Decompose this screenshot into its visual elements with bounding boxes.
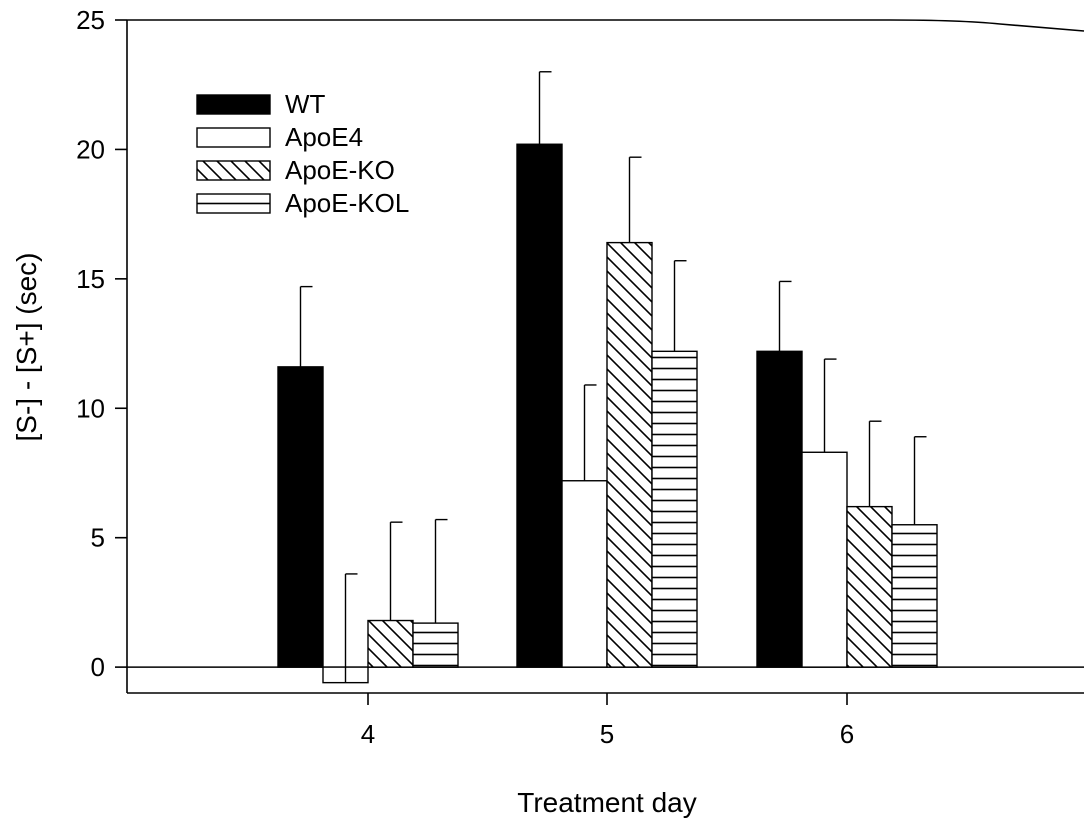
error-bars: [299, 71, 927, 683]
legend-swatch-wt: [196, 94, 271, 115]
y-axis-title: [S-] - [S+] (sec): [11, 252, 42, 441]
bar-apoe-ko-day-6: [846, 505, 893, 668]
legend-swatch-apoe-ko: [196, 160, 271, 181]
plot-frame: [126, 19, 1085, 694]
error-bar-apoe-ko-day-4: [389, 521, 403, 621]
error-bar-apoe-kol-day-5: [673, 260, 687, 352]
bar-apoe-kol-day-6: [891, 524, 938, 668]
legend-label-wt: WT: [285, 89, 326, 119]
error-bar-apoe-ko-day-5: [628, 156, 642, 243]
bar-apoe-ko-day-5: [606, 241, 653, 668]
y-tick-label-0: 0: [91, 652, 105, 682]
bar-apoe-ko-day-4: [367, 619, 414, 668]
legend-item-apoe-ko: ApoE-KO: [196, 155, 395, 185]
error-bar-apoe-ko-day-6: [868, 420, 882, 507]
legend-item-apoe4: ApoE4: [196, 122, 363, 152]
bar-apoe4-day-5: [561, 480, 608, 668]
error-bar-wt-day-6: [778, 280, 792, 352]
y-tick-label-5: 5: [91, 523, 105, 553]
y-tick-label-20: 20: [76, 134, 105, 164]
error-bar-apoe4-day-5: [583, 384, 597, 481]
y-tick-label-15: 15: [76, 264, 105, 294]
top-frame-line: [127, 19, 1085, 32]
legend-item-wt: WT: [196, 89, 326, 119]
bars: [277, 143, 938, 684]
legend-swatch-apoe-kol: [196, 193, 271, 214]
legend-item-apoe-kol: ApoE-KOL: [196, 188, 409, 218]
error-bar-apoe4-day-6: [823, 358, 837, 453]
y-tick-label-10: 10: [76, 393, 105, 423]
y-tick-label-25: 25: [76, 5, 105, 35]
bar-apoe-kol-day-4: [412, 622, 459, 668]
x-tick-label-6: 6: [840, 719, 854, 749]
error-bar-apoe-kol-day-4: [434, 518, 448, 624]
bar-apoe4-day-6: [801, 451, 848, 668]
error-bar-wt-day-5: [538, 71, 552, 145]
bar-wt-day-5: [516, 143, 563, 668]
bar-wt-day-4: [277, 366, 324, 668]
y-axis: 0 5 10 15 20 25: [76, 5, 127, 682]
error-bar-apoe-kol-day-6: [913, 436, 927, 525]
x-axis-title: Treatment day: [517, 787, 696, 818]
bar-wt-day-6: [756, 350, 803, 668]
legend-label-apoe-kol: ApoE-KOL: [285, 188, 409, 218]
bar-apoe-kol-day-5: [651, 350, 698, 668]
legend-label-apoe4: ApoE4: [285, 122, 363, 152]
error-bar-apoe4-day-4: [344, 573, 358, 683]
x-axis: 4 5 6: [361, 693, 854, 749]
x-tick-label-4: 4: [361, 719, 375, 749]
error-bar-wt-day-4: [299, 285, 313, 367]
legend-label-apoe-ko: ApoE-KO: [285, 155, 395, 185]
x-tick-label-5: 5: [600, 719, 614, 749]
legend-swatch-apoe4: [196, 127, 271, 148]
